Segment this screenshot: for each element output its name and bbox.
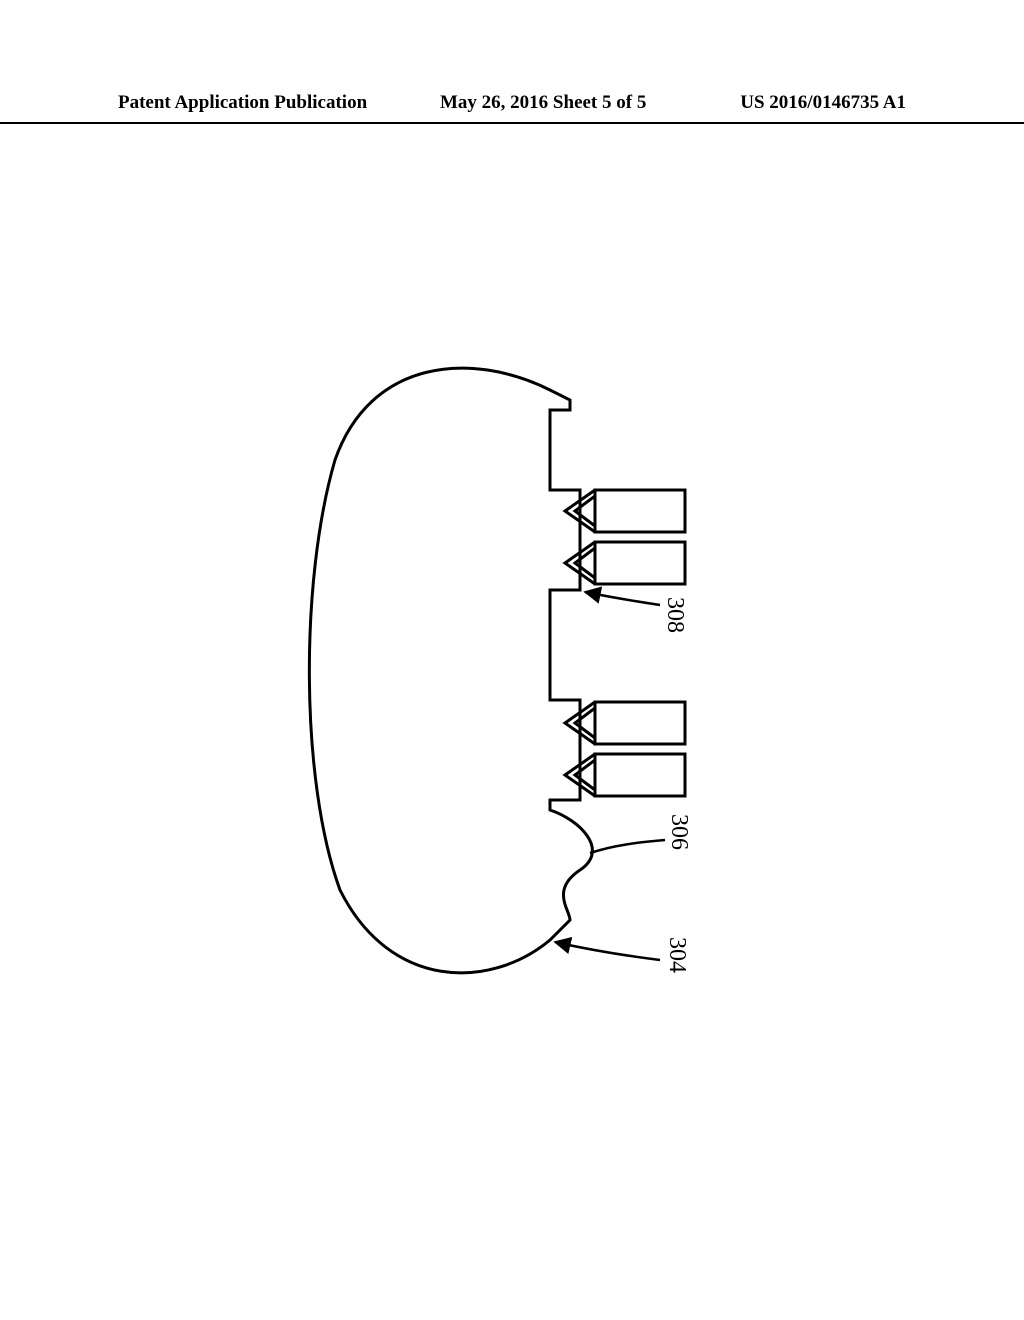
ref-304: 304 — [664, 937, 690, 973]
ref-306: 306 — [666, 814, 692, 850]
body-outline — [309, 368, 592, 973]
figure-svg: 304 306 308 FIG. 6 — [300, 340, 720, 980]
leader-304 — [555, 942, 660, 960]
page: Patent Application Publication May 26, 2… — [0, 0, 1024, 1320]
header-right: US 2016/0146735 A1 — [740, 92, 906, 114]
header-middle: May 26, 2016 Sheet 5 of 5 — [440, 92, 646, 114]
figure-6: 304 306 308 FIG. 6 — [300, 340, 720, 980]
tool-pair-left — [565, 490, 685, 584]
tool-pair-right — [565, 702, 685, 796]
header-left: Patent Application Publication — [118, 92, 367, 114]
ref-308: 308 — [662, 597, 688, 633]
leader-308 — [585, 592, 660, 605]
leader-306 — [590, 840, 665, 853]
page-header: Patent Application Publication May 26, 2… — [0, 92, 1024, 124]
